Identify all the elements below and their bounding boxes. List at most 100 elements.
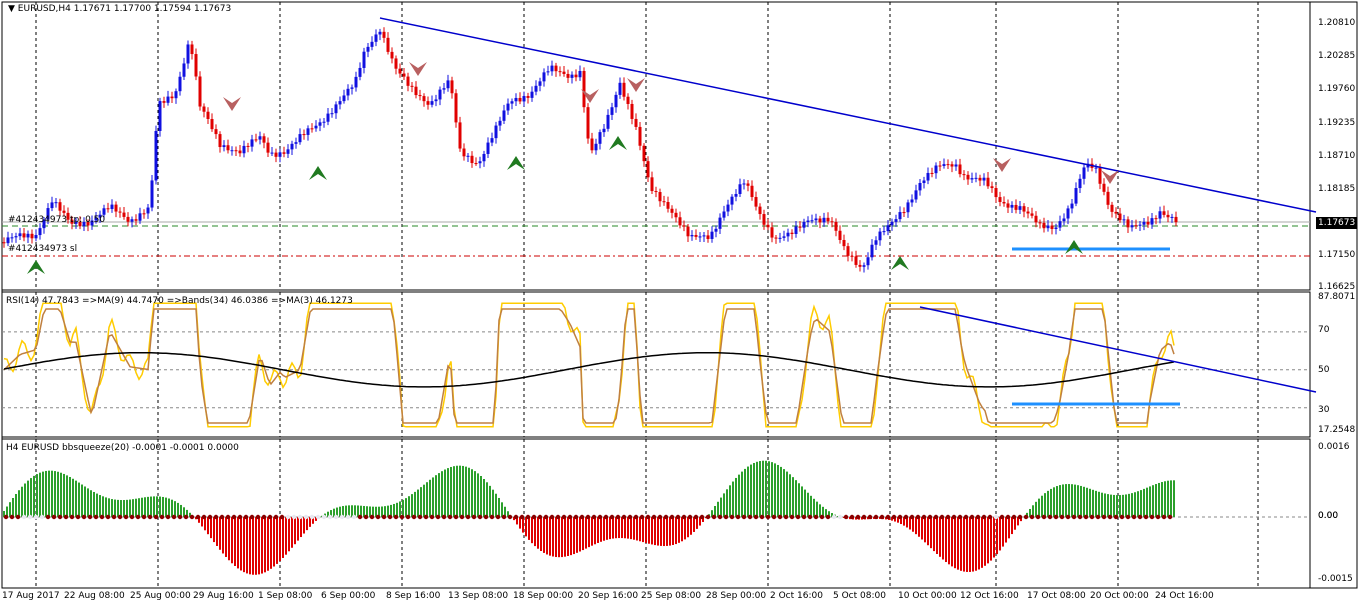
candle-body (490, 138, 494, 143)
squeeze-dot (297, 514, 303, 520)
candle-body (410, 85, 414, 87)
candle-body (1018, 206, 1022, 210)
buy-arrow-icon (609, 136, 627, 150)
squeeze-dot (201, 514, 207, 520)
time-tick-label: 13 Sep 08:00 (448, 591, 509, 601)
squeeze-dot (27, 514, 33, 520)
main-pane-header: ▼ EURUSD,H4 1.17671 1.17700 1.17594 1.17… (8, 4, 231, 14)
squeeze-dot (591, 514, 597, 520)
candle-body (742, 183, 746, 185)
squeeze-dot (933, 514, 939, 520)
time-tick-label: 22 Aug 08:00 (64, 591, 125, 601)
squeeze-dot (735, 514, 741, 520)
candle-body (958, 164, 962, 175)
time-tick-label: 18 Sep 00:00 (513, 591, 574, 601)
axis-tick-label: 0.00 (1318, 511, 1339, 521)
candle-body (598, 132, 602, 144)
time-tick-label: 25 Aug 00:00 (130, 591, 191, 601)
squeeze-dot (207, 514, 213, 520)
candle-body (406, 76, 410, 86)
squeeze-dot (249, 514, 255, 520)
candle-body (854, 256, 858, 265)
candle-body (574, 74, 578, 78)
squeeze-dot (801, 514, 807, 520)
squeeze-dot (369, 514, 375, 520)
candle-body (734, 194, 738, 197)
candle-body (378, 31, 382, 35)
candle-body (386, 37, 390, 52)
order-tp-label[interactable]: #412434973 tp: 0.50 (8, 215, 106, 225)
candle-body (234, 150, 238, 152)
candle-body (706, 235, 710, 239)
order-sl-label[interactable]: #412434973 sl (8, 244, 78, 254)
menu-triangle-icon[interactable]: ▼ (8, 4, 15, 14)
candle-body (162, 101, 166, 103)
candle-body (1022, 206, 1026, 212)
pane-frame (1, 1, 1311, 291)
squeeze-dot (429, 514, 435, 520)
axis-tick-label: 1.19760 (1318, 84, 1356, 94)
candle-body (910, 199, 914, 203)
candle-body (714, 228, 718, 232)
candle-body (154, 130, 158, 181)
time-tick-label: 12 Oct 16:00 (960, 591, 1019, 601)
squeeze-dot (747, 514, 753, 520)
candle-body (762, 214, 766, 225)
squeeze-dot (291, 514, 297, 520)
squeeze-dot (573, 514, 579, 520)
candle-body (306, 128, 310, 135)
squeeze-dot (63, 514, 69, 520)
candle-body (1034, 215, 1038, 223)
squeeze-dot (903, 514, 909, 520)
squeeze-dot (1065, 514, 1071, 520)
sell-arrow-icon (409, 62, 427, 76)
candle-body (494, 125, 498, 139)
squeeze-dot (1077, 514, 1083, 520)
candle-body (334, 104, 338, 114)
squeeze-dot (729, 514, 735, 520)
candle-body (682, 225, 686, 227)
candle-body (874, 240, 878, 245)
squeeze-dot (693, 514, 699, 520)
candle-body (326, 113, 330, 122)
sell-arrow-icon (1101, 170, 1119, 184)
axis-tick-label: 1.18710 (1318, 151, 1356, 161)
candle-body (918, 183, 922, 191)
squeeze-dot (1017, 514, 1023, 520)
candle-body (226, 145, 230, 151)
candle-body (250, 139, 254, 147)
squeeze-dot (681, 514, 687, 520)
candle-body (638, 126, 642, 146)
candle-body (750, 185, 754, 198)
candle-body (1058, 221, 1062, 228)
squeeze-dot (705, 514, 711, 520)
chart-border (1, 1, 1358, 589)
squeeze-dot (861, 514, 867, 520)
candle-body (82, 222, 86, 227)
candle-body (710, 231, 714, 239)
candle-body (1174, 216, 1178, 223)
candle-body (802, 222, 806, 228)
squeeze-dot (585, 514, 591, 520)
squeeze-dot (393, 514, 399, 520)
squeeze-dot (831, 514, 837, 520)
candle-body (466, 155, 470, 157)
candle-body (766, 224, 770, 228)
squeeze-dot (531, 514, 537, 520)
squeeze-dot (975, 514, 981, 520)
candle-body (86, 222, 90, 226)
candle-body (930, 172, 934, 174)
candle-body (658, 192, 662, 202)
squeeze-dot (1029, 514, 1035, 520)
candle-body (842, 239, 846, 247)
squeeze-dot (3, 514, 9, 520)
candle-body (290, 143, 294, 150)
candle-body (390, 51, 394, 59)
axis-tick-label: 87.8071 (1318, 292, 1356, 302)
candle-body (298, 134, 302, 143)
candle-body (30, 233, 34, 239)
candle-body (54, 202, 58, 204)
candle-body (138, 213, 142, 221)
